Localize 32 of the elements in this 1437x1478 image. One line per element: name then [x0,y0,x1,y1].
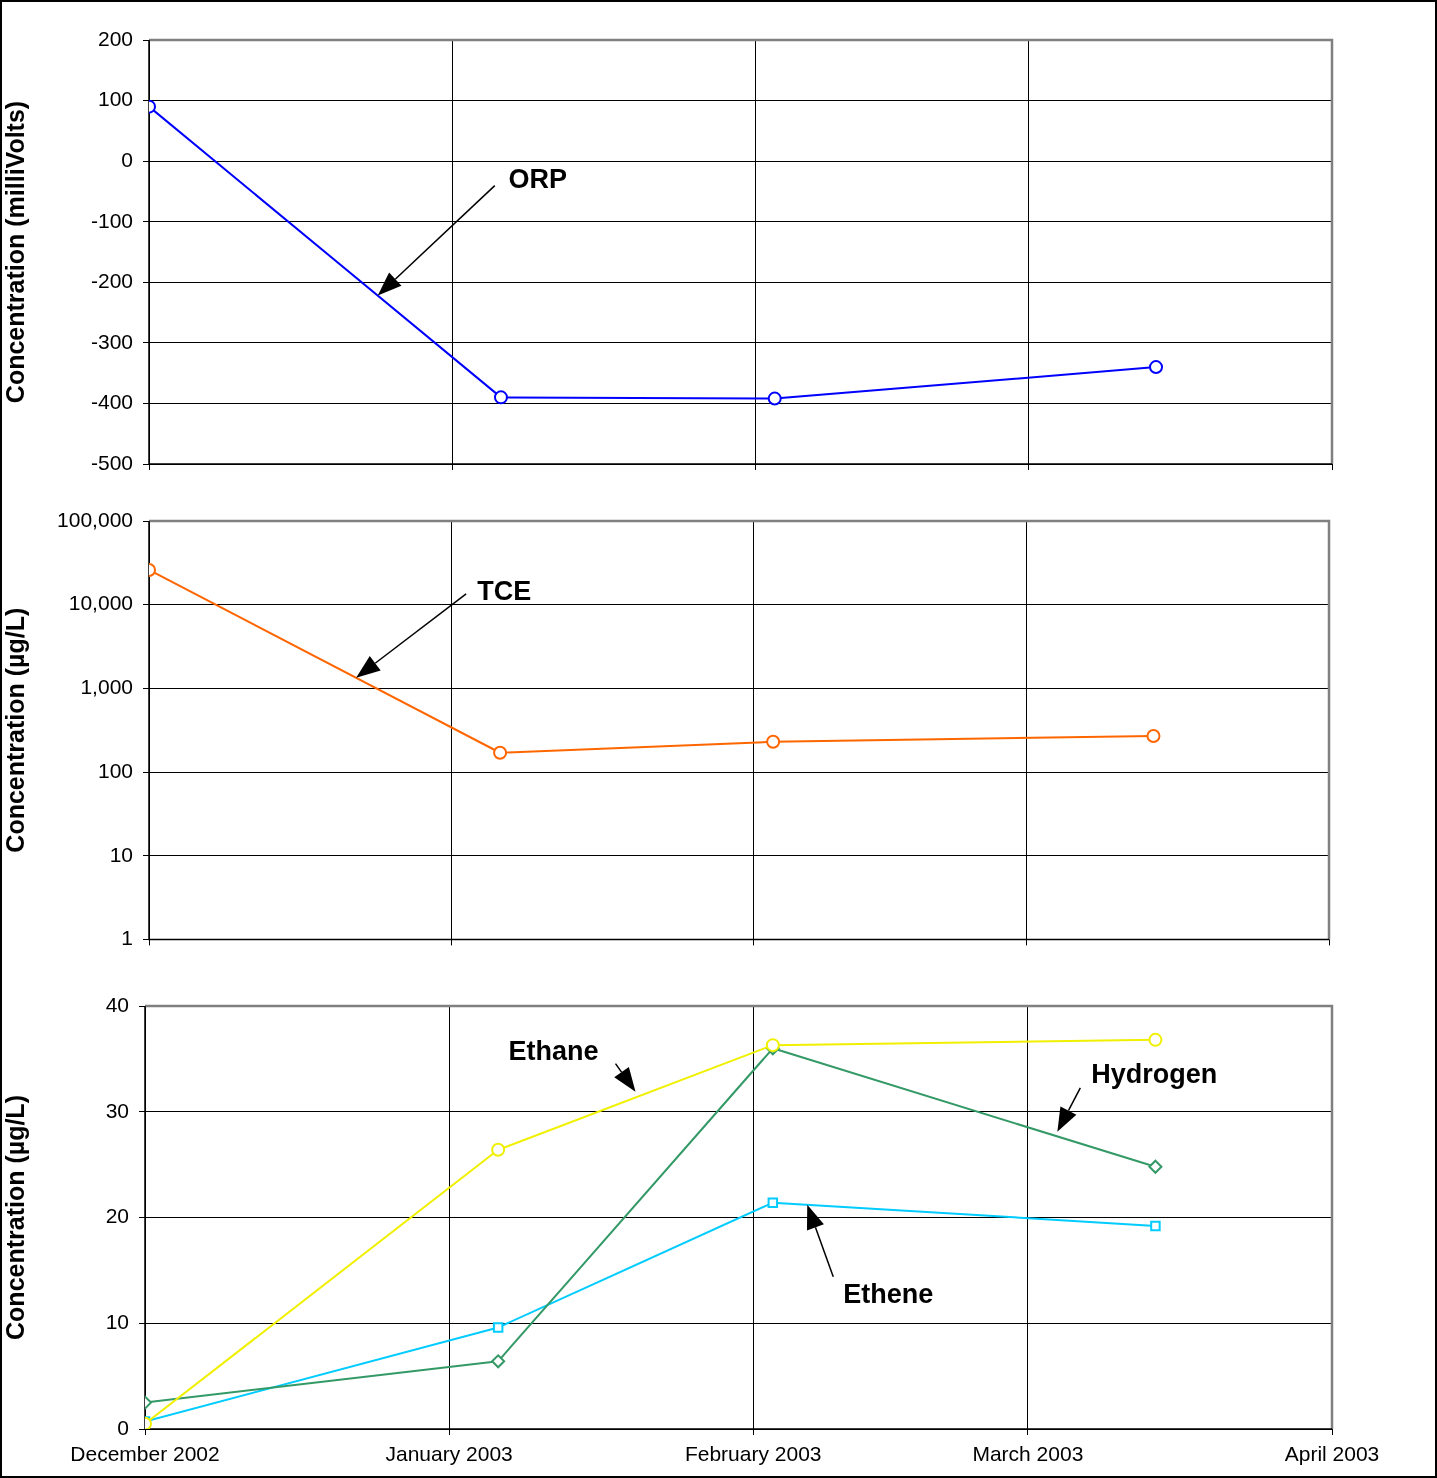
y-tick-label: 100 [97,87,133,111]
y-tick-label: 1 [121,926,133,950]
x-tick-label: February 2003 [684,1442,822,1466]
annotation: Hydrogen [1091,1059,1218,1090]
y-tick-label: 30 [105,1098,129,1122]
y-tick-label: 10 [105,1310,129,1334]
y-tick-label: 100,000 [57,507,133,531]
y-tick-label: 1,000 [80,675,133,699]
y-tick-label: 0 [117,1415,129,1439]
annotation: ORP [508,164,568,195]
x-tick-label: December 2002 [70,1442,220,1466]
y-tick-label: 20 [105,1204,129,1228]
y-tick-label: -500 [90,450,133,474]
x-tick-label: March 2003 [972,1442,1084,1466]
x-tick-label: April 2003 [1284,1442,1380,1466]
y-tick-label: -200 [90,269,133,293]
y-tick-label: 10 [109,842,133,866]
annotation: Ethene [843,1279,934,1310]
x-tick-label: January 2003 [385,1442,513,1466]
y-axis-title: Concentration (µg/L) [0,607,29,853]
y-axis-title: Concentration (µg/L) [0,1095,29,1340]
y-tick-label: 0 [121,147,133,171]
y-axis-title: Concentration (milliVolts) [0,100,29,404]
y-tick-label: 200 [97,26,133,50]
y-tick-label: 100 [97,758,133,782]
y-tick-label: -100 [90,208,133,232]
y-tick-label: -300 [90,329,133,353]
annotation: Ethane [508,1036,599,1067]
y-tick-label: 10,000 [68,591,133,615]
y-tick-label: -400 [90,390,133,414]
y-tick-label: 40 [105,992,129,1016]
annotation: TCE [477,576,532,607]
